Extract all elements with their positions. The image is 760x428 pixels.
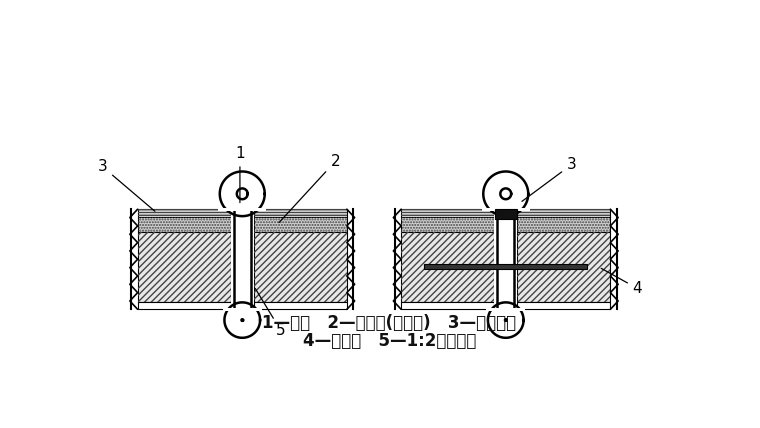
Text: 1—面层   2—找平层(防水层)   3—密封材料: 1—面层 2—找平层(防水层) 3—密封材料 — [262, 314, 517, 332]
Bar — [401, 232, 494, 302]
Bar — [482, 208, 530, 211]
Bar — [518, 217, 610, 232]
Bar — [518, 209, 610, 217]
Bar — [254, 232, 347, 302]
Circle shape — [220, 172, 264, 216]
Text: 3: 3 — [522, 157, 577, 202]
Bar — [234, 209, 251, 309]
Bar — [138, 232, 230, 302]
Bar — [486, 308, 525, 311]
Circle shape — [483, 172, 528, 216]
Bar — [497, 209, 515, 309]
Bar — [218, 208, 266, 211]
Bar — [254, 302, 347, 309]
Bar — [401, 302, 494, 309]
Bar — [518, 209, 610, 217]
Bar — [254, 217, 347, 232]
Circle shape — [488, 302, 524, 338]
Bar — [138, 217, 230, 232]
Bar — [401, 232, 494, 302]
Bar — [254, 217, 347, 232]
Bar — [495, 209, 517, 219]
Bar — [401, 209, 494, 217]
Bar — [138, 209, 230, 217]
Bar — [230, 209, 254, 309]
Bar — [401, 217, 494, 232]
Text: 3: 3 — [98, 159, 155, 211]
Bar — [254, 209, 347, 217]
Bar — [401, 217, 494, 232]
Bar — [254, 232, 347, 302]
Bar — [518, 232, 610, 302]
Bar — [518, 302, 610, 309]
Bar — [518, 232, 610, 302]
Bar — [223, 308, 261, 311]
Text: 4—止水带   5—1:2水泥砂浆: 4—止水带 5—1:2水泥砂浆 — [302, 332, 477, 350]
Bar — [401, 209, 494, 217]
Text: 2: 2 — [279, 154, 340, 223]
Bar — [138, 302, 230, 309]
Text: 5: 5 — [255, 288, 286, 339]
Text: 1: 1 — [235, 146, 245, 202]
Bar — [138, 232, 230, 302]
Bar — [138, 217, 230, 232]
Text: 4: 4 — [601, 268, 642, 296]
Bar — [254, 209, 347, 217]
Bar — [494, 209, 518, 309]
Bar — [138, 209, 230, 217]
Bar — [518, 217, 610, 232]
Bar — [424, 264, 587, 269]
Circle shape — [224, 302, 260, 338]
